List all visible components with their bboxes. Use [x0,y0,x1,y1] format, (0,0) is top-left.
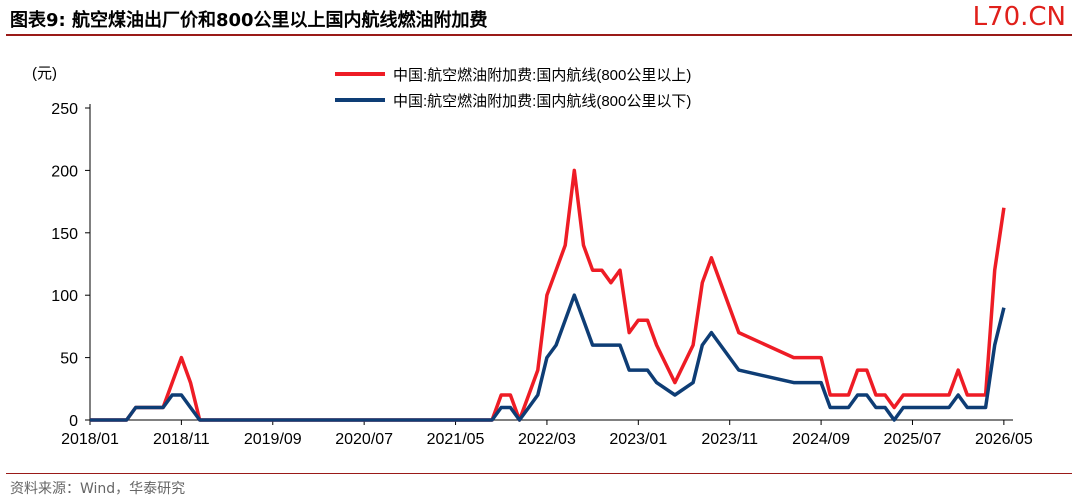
x-tick-label: 2023/01 [609,431,667,448]
y-tick-label: 250 [51,101,78,118]
x-tick-label: 2018/11 [153,431,210,448]
x-tick-label: 2025/07 [884,431,942,448]
x-tick-label: 2018/01 [61,431,119,448]
x-tick-label: 2019/09 [244,431,302,448]
y-tick-label: 0 [69,413,78,430]
title-divider [6,34,1072,36]
x-tick-label: 2021/05 [427,431,485,448]
y-axis-label: (元) [32,65,57,82]
y-tick-label: 50 [60,351,78,368]
series-line-2 [90,293,1006,422]
source-note: 资料来源：Wind，华泰研究 [10,481,186,497]
series-line-1 [90,168,1006,422]
chart-legend: 中国:航空燃油附加费:国内航线(800公里以上) 中国:航空燃油附加费:国内航线(… [335,66,691,110]
footer-divider [6,473,1072,474]
y-tick-label: 100 [51,288,78,305]
x-tick-label: 2022/03 [518,431,576,448]
x-tick-label: 2020/07 [335,431,393,448]
page-title: 图表9: 航空煤油出厂价和800公里以上国内航线燃油附加费 [10,10,488,31]
chart-axes: 0 50 100 150 200 250 (元) 2018/01 2018/11 2019/09 2… [32,65,1033,448]
legend-label: 中国:航空燃油附加费:国内航线(800公里以上) [393,66,691,84]
y-tick-label: 200 [51,163,78,180]
brand-logo[interactable]: L70.CN [972,2,1066,32]
x-tick-label: 2026/05 [975,431,1033,448]
x-tick-label: 2024/09 [792,431,850,448]
y-tick-label: 150 [51,226,78,243]
chart-series [90,168,1006,422]
legend-label: 中国:航空燃油附加费:国内航线(800公里以下) [393,92,691,110]
x-tick-label: 2023/11 [701,431,758,448]
